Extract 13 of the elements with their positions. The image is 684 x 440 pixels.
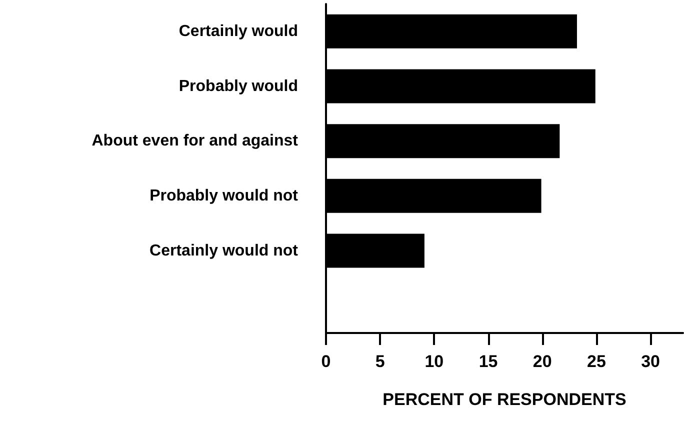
y-tick-label: Probably would not <box>150 187 299 204</box>
x-tick-label: 30 <box>641 352 660 371</box>
x-tick-label: 20 <box>532 352 552 371</box>
x-tick-label: 0 <box>321 352 331 371</box>
y-tick-label: About even for and against <box>92 132 299 150</box>
x-tick-label: 25 <box>586 352 606 371</box>
y-tick-label: Probably would <box>178 78 298 95</box>
y-tick-label: Certainly would <box>178 22 298 40</box>
y-tick-label: Certainly would not <box>150 242 299 260</box>
x-tick-label: 5 <box>375 352 385 371</box>
x-tick-label: 15 <box>478 352 498 371</box>
x-tick-label: 10 <box>424 352 444 371</box>
x-axis-title: PERCENT OF RESPONDENTS <box>382 390 626 409</box>
